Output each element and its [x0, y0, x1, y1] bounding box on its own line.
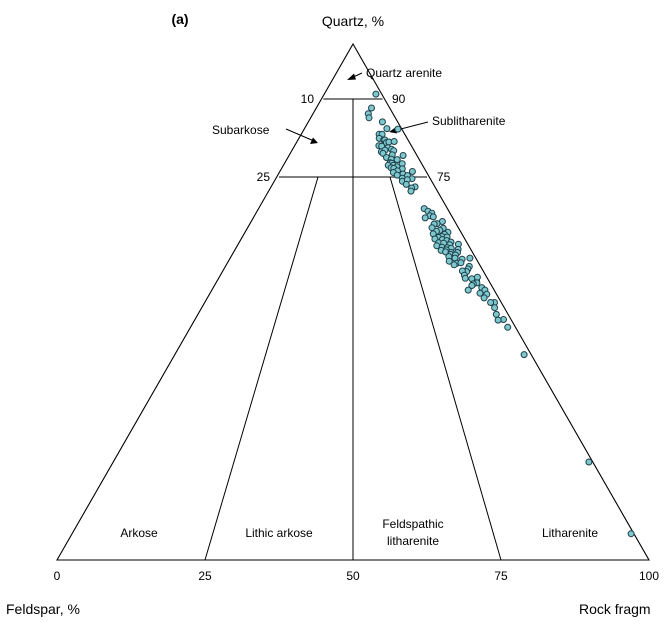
sample-point: [450, 261, 458, 269]
sample-point: [378, 118, 386, 126]
apex-label-rock-fragments: Rock fragm: [579, 601, 651, 617]
sample-point: [487, 299, 495, 306]
apex-label-quartz: Quartz, %: [322, 13, 384, 29]
tick-quartz-75: 75: [437, 170, 451, 184]
sample-point: [394, 125, 402, 133]
sample-point: [466, 254, 474, 262]
tick-base-100: 100: [639, 569, 659, 583]
sample-point: [476, 289, 484, 297]
boundary-subarkose-lithic-arkose: [204, 176, 319, 561]
field-label-arkose: Arkose: [120, 526, 158, 540]
sample-point: [627, 530, 635, 538]
field-label-feldspathic-litharenite-line1: Feldspathic: [382, 517, 443, 531]
sample-point: [421, 214, 429, 222]
tick-quartz-10: 10: [301, 92, 315, 106]
sample-point: [399, 152, 407, 159]
field-label-subarkose: Subarkose: [212, 123, 270, 137]
subarkose-arrow: [285, 128, 315, 142]
tick-base-75: 75: [494, 569, 508, 583]
sample-point: [429, 213, 437, 221]
tick-base-50: 50: [346, 569, 360, 583]
sample-points: [364, 90, 635, 538]
field-label-litharenite: Litharenite: [542, 526, 598, 540]
tick-base-25: 25: [198, 569, 212, 583]
sample-point: [383, 125, 391, 133]
sample-point: [407, 187, 415, 195]
field-label-feldspathic-litharenite-line2: litharenite: [387, 534, 439, 548]
panel-label: (a): [171, 11, 188, 27]
tick-quartz-90: 90: [392, 92, 406, 106]
sample-point: [468, 282, 476, 289]
boundary-feldspathic-litharenite: [389, 176, 502, 561]
sample-point: [390, 138, 398, 145]
field-label-lithic-arkose: Lithic arkose: [245, 526, 313, 540]
sample-point: [520, 351, 528, 359]
subarkose-arrowhead: [310, 137, 318, 144]
sample-point: [491, 304, 499, 312]
sample-point: [492, 310, 500, 318]
sample-point: [480, 294, 488, 302]
sample-point: [368, 104, 375, 112]
tick-base-0: 0: [54, 569, 61, 583]
field-label-sublitharenite: Sublitharenite: [432, 114, 506, 128]
sample-point: [372, 90, 380, 98]
apex-label-feldspar: Feldspar, %: [6, 601, 80, 617]
sample-point: [393, 171, 401, 179]
sample-point: [585, 458, 593, 466]
sample-point: [494, 316, 502, 324]
sample-point: [365, 114, 373, 122]
sample-point: [408, 168, 416, 175]
sample-point: [457, 259, 465, 267]
sample-point: [473, 273, 481, 281]
quartz-arenite-arrowhead: [347, 73, 356, 80]
sample-point: [464, 286, 472, 294]
sample-point: [402, 180, 410, 188]
sample-point: [445, 257, 453, 265]
sample-point: [461, 274, 469, 282]
sample-point: [504, 323, 512, 331]
sample-point: [393, 156, 401, 164]
field-label-quartz-arenite: Quartz arenite: [366, 66, 442, 80]
tick-quartz-25: 25: [257, 170, 271, 184]
